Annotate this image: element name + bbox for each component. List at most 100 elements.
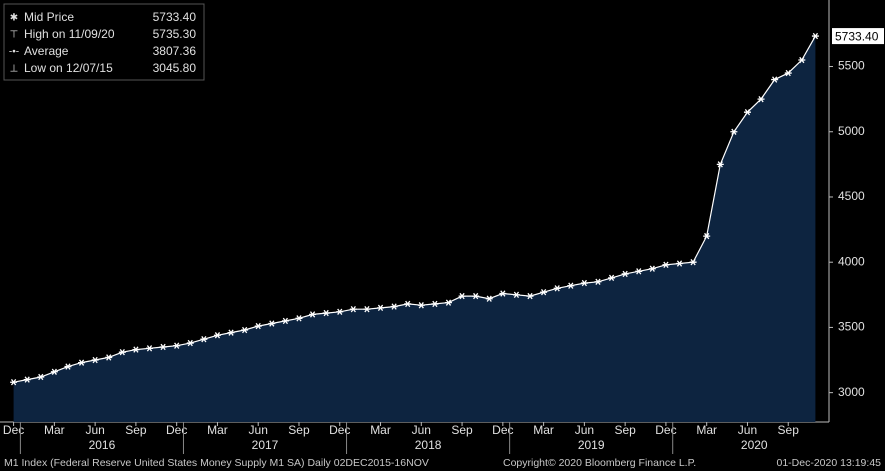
star-marker — [336, 308, 344, 315]
star-marker — [526, 292, 534, 300]
legend: ✱ Mid Price 5733.40 ⊤ High on 11/09/20 5735.3… — [3, 3, 205, 81]
x-tick-label: Dec — [492, 423, 513, 437]
last-value-box — [832, 28, 884, 45]
area — [13, 36, 816, 422]
x-tick-label: Jun — [575, 423, 594, 437]
star-marker — [703, 232, 711, 240]
x-tick-label: Sep — [288, 423, 310, 437]
star-marker — [173, 342, 181, 349]
legend-value: 3045.80 — [153, 61, 197, 75]
star-marker — [91, 356, 99, 364]
star-marker — [512, 291, 520, 299]
star-marker — [50, 368, 58, 375]
star-marker — [485, 295, 493, 302]
star-marker — [716, 161, 724, 168]
star-marker — [594, 278, 602, 285]
star-marker — [37, 373, 45, 381]
x-tick-label: Jun — [85, 423, 104, 437]
star-marker — [444, 299, 452, 306]
star-marker — [363, 305, 371, 313]
footer-copyright: Copyright© 2020 Bloomberg Finance L.P. — [503, 457, 696, 469]
y-tick-label: 5000 — [838, 124, 865, 138]
x-tick-label: Mar — [696, 423, 717, 437]
star-marker — [648, 265, 656, 272]
star-marker — [268, 320, 276, 327]
star-marker — [281, 317, 289, 325]
star-marker — [540, 289, 548, 296]
x-tick-label: Mar — [207, 423, 228, 437]
star-marker — [145, 345, 153, 352]
star-marker — [23, 376, 31, 383]
star-marker — [132, 346, 140, 353]
star-marker — [349, 305, 357, 313]
star-marker — [621, 270, 629, 278]
legend-box — [3, 3, 205, 81]
star-marker — [105, 354, 113, 361]
star-marker — [553, 285, 561, 292]
year-label: 2018 — [415, 438, 442, 452]
star-marker — [213, 332, 221, 339]
x-tick-label: Sep — [451, 423, 473, 437]
x-tick-label: Mar — [44, 423, 65, 437]
legend-label: High on 11/09/20 — [24, 27, 115, 41]
star-marker — [689, 259, 697, 266]
x-tick-label: Sep — [614, 423, 636, 437]
legend-value: 3807.36 — [153, 44, 197, 58]
star-marker — [10, 379, 18, 386]
x-tick-label: Jun — [249, 423, 268, 437]
star-marker — [798, 56, 806, 64]
star-marker — [771, 76, 779, 83]
star-marker — [608, 274, 616, 282]
y-tick-label: 3500 — [838, 320, 865, 334]
year-label: 2016 — [89, 438, 116, 452]
star-marker — [567, 282, 575, 289]
star-marker — [254, 322, 262, 330]
legend-label: Average — [24, 44, 69, 58]
star-marker — [118, 349, 126, 356]
x-tick-label: Sep — [778, 423, 800, 437]
star-marker — [227, 329, 235, 336]
star-marker — [580, 279, 588, 287]
y-tick-label: 5500 — [838, 59, 865, 73]
star-marker — [377, 304, 385, 312]
x-tick-label: Mar — [370, 423, 391, 437]
x-tick-label: Dec — [166, 423, 187, 437]
x-tick-label: Sep — [125, 423, 147, 437]
legend-label: Mid Price — [24, 10, 74, 24]
legend-label: Low on 12/07/15 — [24, 61, 113, 75]
year-label: 2017 — [252, 438, 279, 452]
star-marker — [784, 69, 792, 77]
star-marker — [757, 95, 765, 103]
star-marker — [309, 311, 317, 318]
star-marker — [472, 292, 480, 300]
year-label: 2020 — [741, 438, 768, 452]
y-tick-label: 4500 — [838, 189, 865, 203]
star-marker — [635, 268, 643, 275]
star-marker — [390, 303, 398, 310]
legend-icon: -•- — [9, 47, 19, 58]
year-label: 2019 — [578, 438, 605, 452]
star-marker — [186, 339, 194, 347]
star-marker — [404, 300, 412, 308]
legend-value: 5733.40 — [153, 10, 197, 24]
star-marker — [322, 309, 330, 317]
x-tick-label: Dec — [655, 423, 676, 437]
y-tick-label: 4000 — [838, 254, 865, 268]
footer-bar — [0, 455, 885, 471]
x-tick-label: Dec — [329, 423, 350, 437]
star-marker — [241, 326, 249, 334]
legend-icon: ✱ — [10, 13, 18, 24]
x-tick-label: Jun — [412, 423, 431, 437]
footer-description: M1 Index (Federal Reserve United States … — [4, 457, 429, 469]
x-tick-label: Jun — [738, 423, 757, 437]
star-marker — [811, 32, 819, 40]
star-marker — [662, 261, 670, 268]
star-marker — [295, 315, 303, 322]
x-tick-label: Dec — [3, 423, 24, 437]
last-value-label: 5733.40 — [835, 29, 879, 43]
x-tick-label: Mar — [533, 423, 554, 437]
footer-timestamp: 01-Dec-2020 13:19:45 — [777, 457, 882, 469]
legend-icon: ⊥ — [10, 64, 19, 75]
star-marker — [417, 302, 425, 309]
